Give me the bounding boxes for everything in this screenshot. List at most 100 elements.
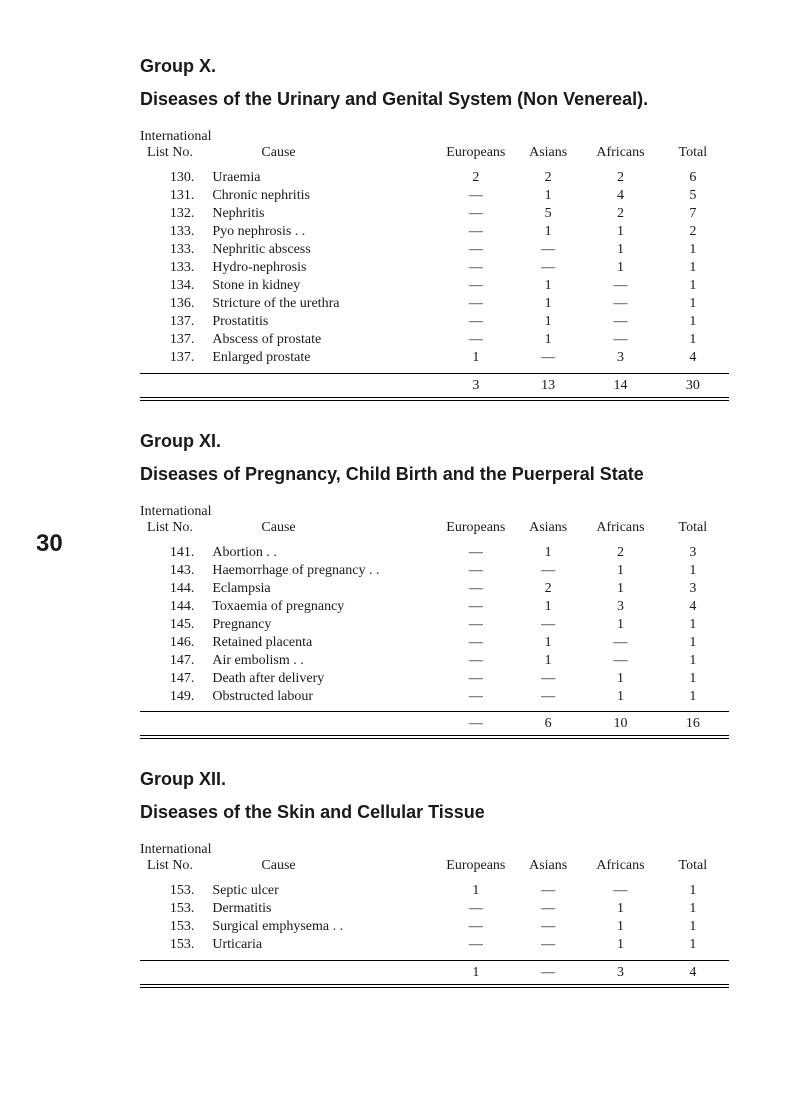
row-as: 1	[512, 634, 584, 652]
col-europeans: Europeans	[440, 503, 512, 544]
table-row: 146.Retained placenta—1—1	[140, 634, 729, 652]
row-no: 149.	[140, 688, 212, 706]
row-t: 3	[657, 544, 729, 562]
table-row: 147.Death after delivery——11	[140, 670, 729, 688]
col-asians: Asians	[512, 503, 584, 544]
row-e: —	[440, 918, 512, 936]
table-row: 143.Haemorrhage of pregnancy . .——11	[140, 562, 729, 580]
cause-label: Cause	[204, 858, 354, 874]
row-no: 153.	[140, 918, 212, 936]
row-t: 1	[657, 634, 729, 652]
row-cause: Retained placenta	[212, 634, 439, 652]
row-no: 143.	[140, 562, 212, 580]
row-t: 1	[657, 241, 729, 259]
row-e: —	[440, 936, 512, 954]
row-as: 1	[512, 187, 584, 205]
table-row: 153.Surgical emphysema . .——11	[140, 918, 729, 936]
row-e: —	[440, 900, 512, 918]
total-as: 6	[512, 712, 584, 738]
row-as: 1	[512, 295, 584, 313]
row-as: 2	[512, 169, 584, 187]
group-xi-table: International List No. Cause Europeans A…	[140, 503, 729, 740]
row-t: 3	[657, 580, 729, 598]
table-row: 153.Dermatitis——11	[140, 900, 729, 918]
row-t: 1	[657, 295, 729, 313]
row-af: 1	[584, 616, 656, 634]
row-af: 2	[584, 205, 656, 223]
row-cause: Enlarged prostate	[212, 349, 439, 367]
row-af: —	[584, 882, 656, 900]
total-af: 14	[584, 373, 656, 399]
cause-label: Cause	[204, 145, 354, 161]
col-africans: Africans	[584, 841, 656, 882]
table-row: 137.Abscess of prostate—1—1	[140, 331, 729, 349]
intl-label: International	[140, 842, 212, 857]
row-as: —	[512, 670, 584, 688]
row-no: 132.	[140, 205, 212, 223]
row-e: —	[440, 223, 512, 241]
table-row: 149.Obstructed labour——11	[140, 688, 729, 706]
table-row: 132.Nephritis—527	[140, 205, 729, 223]
row-as: —	[512, 241, 584, 259]
total-af: 3	[584, 960, 656, 986]
row-cause: Nephritis	[212, 205, 439, 223]
row-e: —	[440, 580, 512, 598]
group-x: Group X. Diseases of the Urinary and Gen…	[140, 56, 729, 401]
row-no: 134.	[140, 277, 212, 295]
row-cause: Toxaemia of pregnancy	[212, 598, 439, 616]
row-e: —	[440, 295, 512, 313]
table-row: 144.Toxaemia of pregnancy—134	[140, 598, 729, 616]
row-as: 2	[512, 580, 584, 598]
row-e: —	[440, 616, 512, 634]
row-cause: Chronic nephritis	[212, 187, 439, 205]
row-af: 4	[584, 187, 656, 205]
row-e: —	[440, 544, 512, 562]
col-europeans: Europeans	[440, 841, 512, 882]
row-af: 1	[584, 918, 656, 936]
row-af: 1	[584, 670, 656, 688]
group-xii-label: Group XII.	[140, 769, 729, 790]
row-t: 1	[657, 652, 729, 670]
row-af: 3	[584, 349, 656, 367]
col-africans: Africans	[584, 503, 656, 544]
row-t: 1	[657, 313, 729, 331]
group-x-label: Group X.	[140, 56, 729, 77]
row-e: —	[440, 277, 512, 295]
row-no: 144.	[140, 580, 212, 598]
col-africans: Africans	[584, 128, 656, 169]
group-xii-title: Diseases of the Skin and Cellular Tissue	[140, 802, 729, 823]
table-row: 153.Septic ulcer1——1	[140, 882, 729, 900]
table-row: 145.Pregnancy——11	[140, 616, 729, 634]
row-af: 1	[584, 936, 656, 954]
group-xii-body: 153.Septic ulcer1——1 153.Dermatitis——11 …	[140, 882, 729, 986]
row-no: 130.	[140, 169, 212, 187]
row-af: 3	[584, 598, 656, 616]
row-no: 147.	[140, 652, 212, 670]
row-cause: Dermatitis	[212, 900, 439, 918]
row-no: 136.	[140, 295, 212, 313]
row-af: 1	[584, 900, 656, 918]
group-x-body: 130.Uraemia2226 131.Chronic nephritis—14…	[140, 169, 729, 399]
row-e: —	[440, 562, 512, 580]
row-af: 1	[584, 259, 656, 277]
row-as: —	[512, 562, 584, 580]
col-asians: Asians	[512, 841, 584, 882]
group-xi-label: Group XI.	[140, 431, 729, 452]
row-no: 133.	[140, 241, 212, 259]
row-cause: Urticaria	[212, 936, 439, 954]
row-af: 1	[584, 223, 656, 241]
row-t: 1	[657, 562, 729, 580]
row-cause: Eclampsia	[212, 580, 439, 598]
listno-label: List No.	[140, 520, 200, 536]
row-as: —	[512, 349, 584, 367]
group-xii: Group XII. Diseases of the Skin and Cell…	[140, 769, 729, 988]
total-as: 13	[512, 373, 584, 399]
row-t: 1	[657, 900, 729, 918]
group-xi-title: Diseases of Pregnancy, Child Birth and t…	[140, 464, 729, 485]
row-cause: Pyo nephrosis . .	[212, 223, 439, 241]
table-row: 144.Eclampsia—213	[140, 580, 729, 598]
cause-label: Cause	[204, 520, 354, 536]
row-t: 1	[657, 331, 729, 349]
row-no: 144.	[140, 598, 212, 616]
table-row: 153.Urticaria——11	[140, 936, 729, 954]
